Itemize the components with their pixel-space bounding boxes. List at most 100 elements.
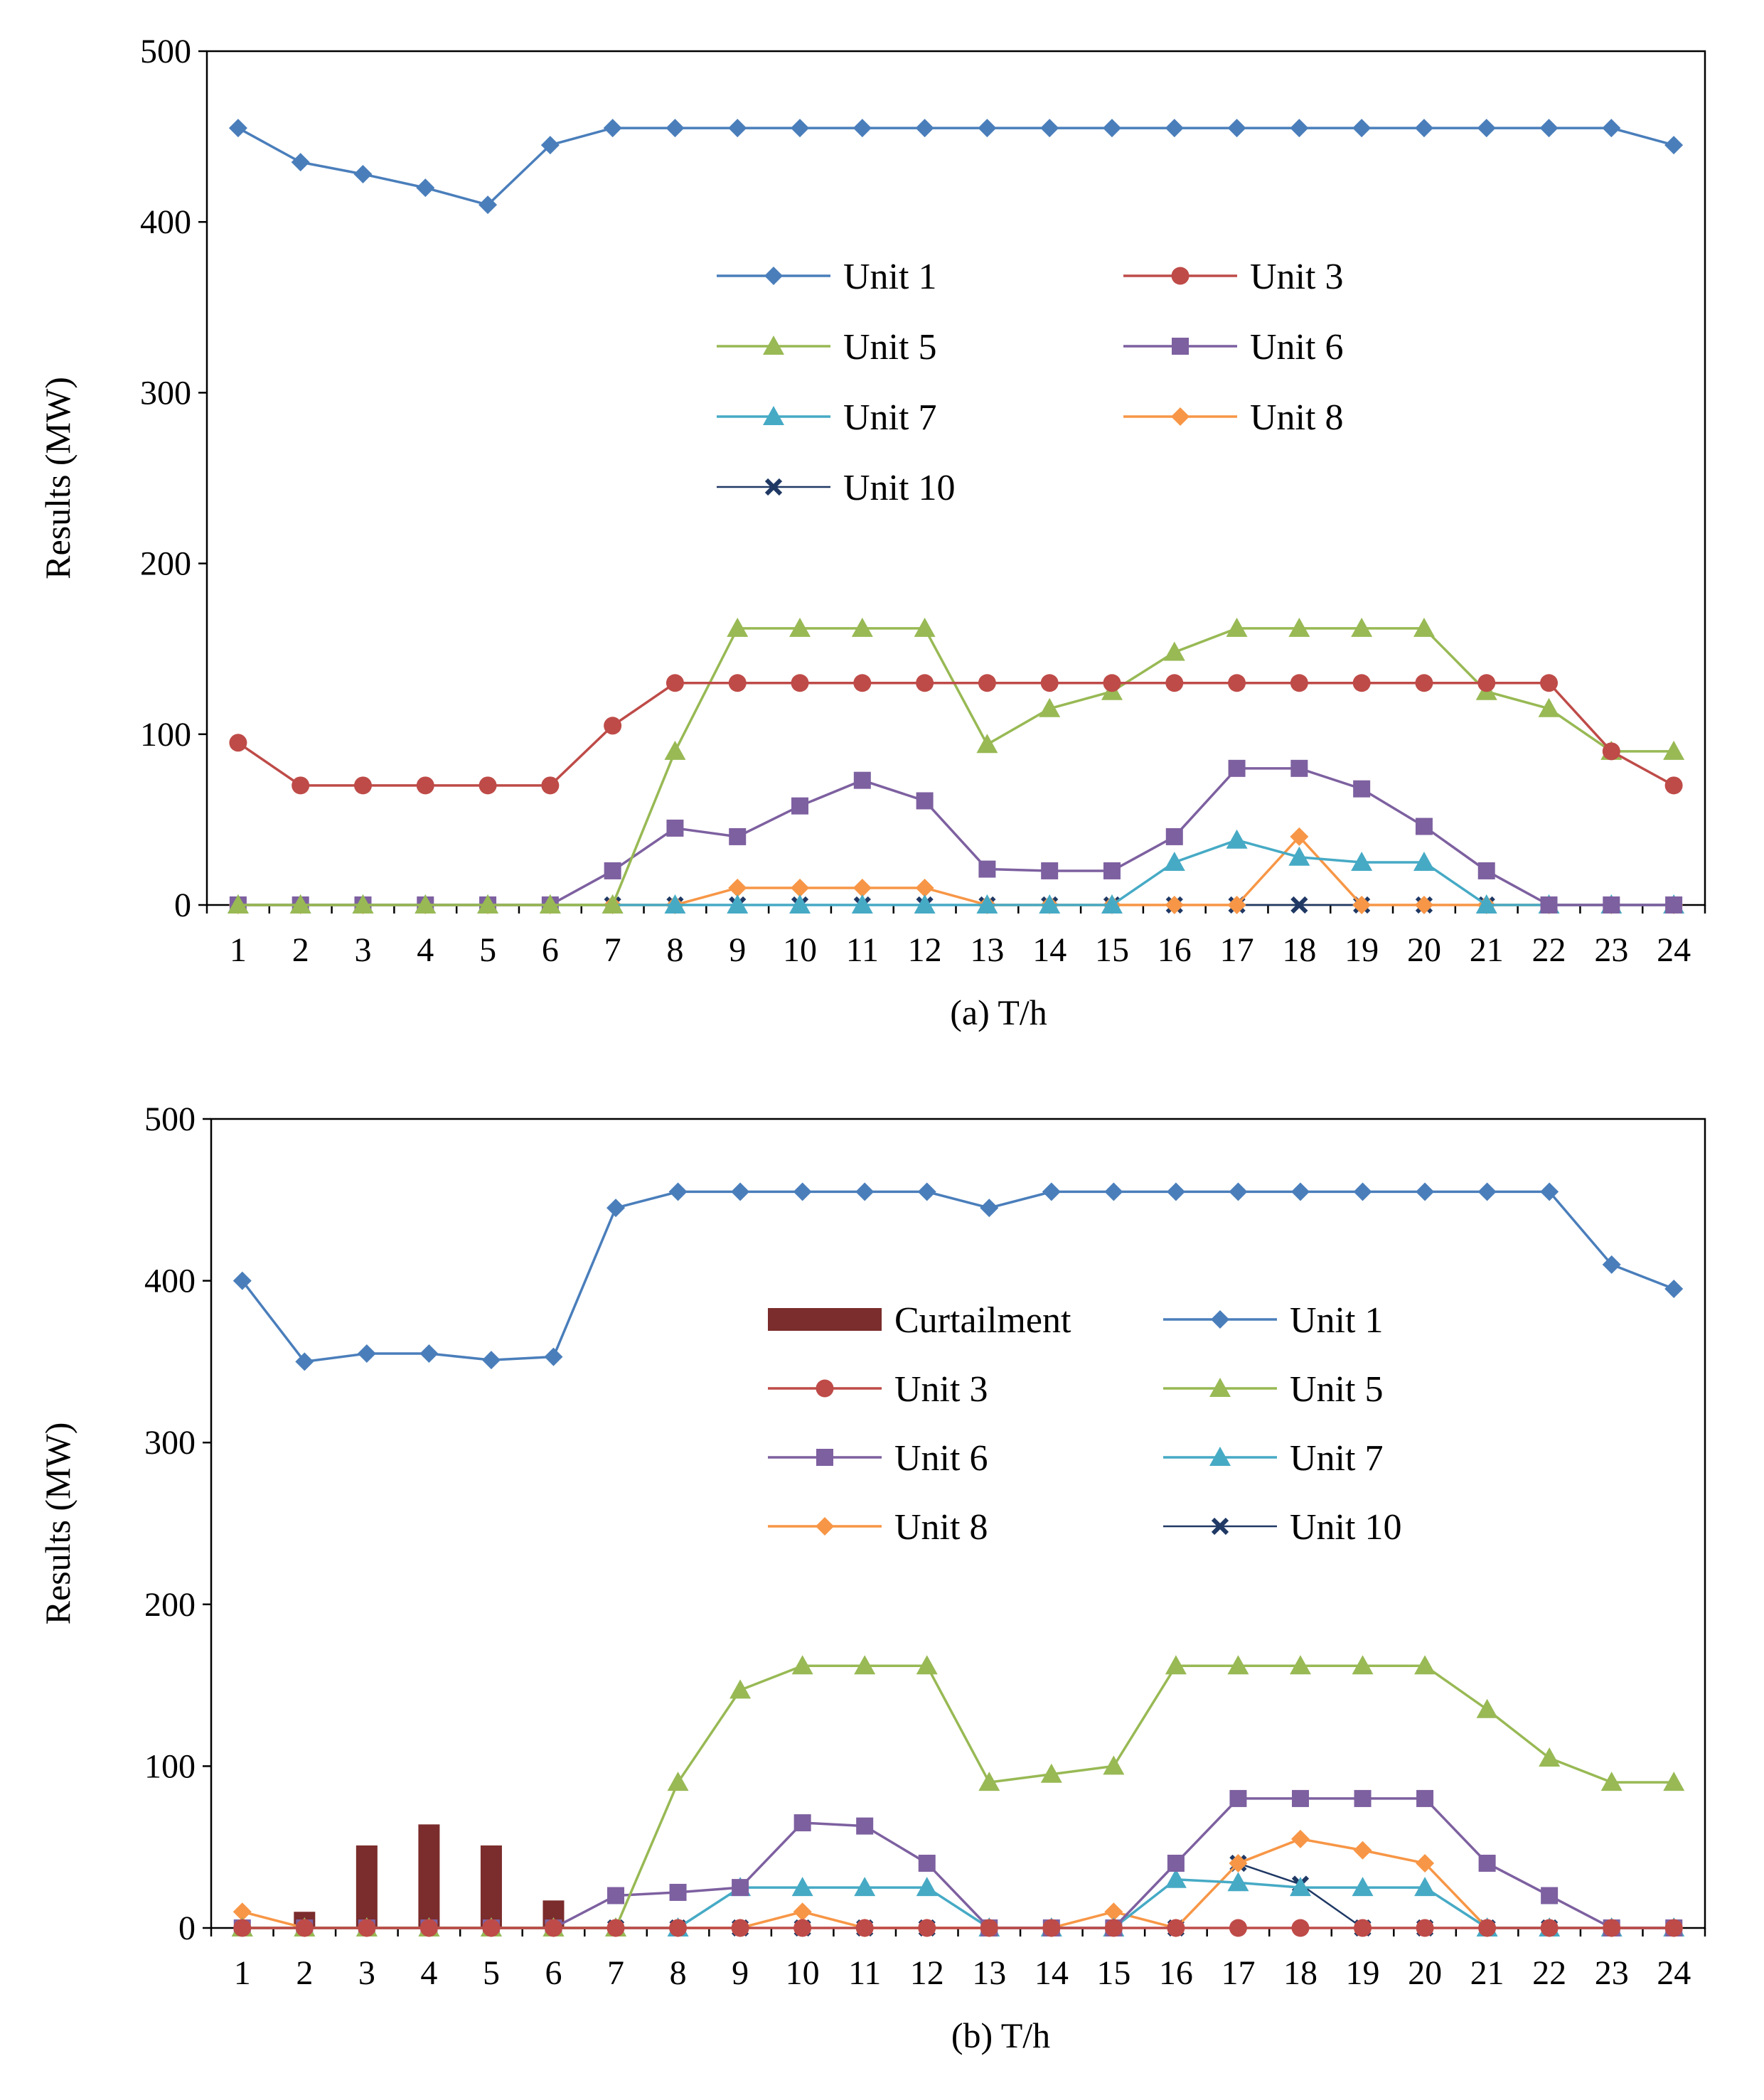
- point-unit-6: [918, 1854, 936, 1872]
- legend-item-unit-1: Unit 1: [1163, 1300, 1383, 1341]
- point-unit-5: [1600, 1772, 1623, 1791]
- point-unit-3: [1104, 1919, 1123, 1937]
- point-unit-3: [1664, 776, 1683, 795]
- chart-caption: (b) T/h: [951, 2015, 1050, 2055]
- point-unit-3: [731, 1919, 749, 1937]
- point-unit-6: [1665, 896, 1683, 914]
- x-tick-label: 3: [358, 1954, 375, 1992]
- point-unit-5: [1288, 617, 1310, 637]
- bar-curtailment: [356, 1845, 378, 1928]
- point-unit-7: [1101, 894, 1123, 914]
- point-unit-6: [978, 860, 996, 878]
- legend-item-unit-10: Unit 10: [717, 468, 955, 508]
- point-unit-1: [1664, 1279, 1684, 1298]
- point-unit-1: [665, 119, 685, 138]
- point-unit-5: [789, 617, 811, 637]
- point-unit-3: [358, 1919, 376, 1937]
- point-unit-1: [353, 164, 373, 183]
- x-tick-label: 4: [417, 931, 434, 969]
- point-unit-5: [851, 617, 873, 637]
- x-tick-label: 14: [1032, 931, 1067, 969]
- point-unit-3: [1167, 1919, 1185, 1937]
- x-tick-label: 6: [542, 931, 559, 969]
- x-tick-label: 4: [420, 1954, 437, 1992]
- point-unit-1: [1042, 1182, 1061, 1201]
- legend-label: Unit 7: [843, 397, 936, 438]
- point-unit-1: [915, 119, 934, 138]
- point-unit-1: [1227, 119, 1246, 138]
- bar-curtailment: [480, 1845, 502, 1928]
- legend-label: Unit 10: [843, 468, 955, 508]
- point-unit-7: [727, 894, 749, 914]
- point-unit-8: [1352, 896, 1372, 914]
- legend-label: Unit 8: [1250, 397, 1343, 438]
- x-tick-label: 8: [666, 931, 683, 969]
- series-unit-8: [232, 1829, 1684, 1937]
- x-tick-label: 17: [1220, 931, 1254, 969]
- point-unit-5: [1165, 1655, 1187, 1675]
- point-unit-1: [1290, 1182, 1310, 1201]
- point-unit-3: [853, 674, 872, 692]
- series-curtailment: [294, 1824, 565, 1928]
- point-unit-1: [540, 136, 560, 155]
- point-unit-8: [1227, 896, 1246, 914]
- legend-marker: [816, 1449, 833, 1466]
- point-unit-5: [1103, 1755, 1125, 1775]
- x-tick-label: 17: [1221, 1954, 1255, 1992]
- x-tick-label: 11: [846, 931, 879, 969]
- point-unit-5: [1351, 617, 1373, 637]
- x-tick-label: 22: [1532, 1954, 1566, 1992]
- point-unit-6: [1228, 759, 1246, 777]
- point-unit-3: [1165, 674, 1184, 692]
- point-unit-1: [1229, 1182, 1248, 1201]
- x-tick-label: 3: [354, 931, 371, 969]
- y-tick-label: 400: [140, 203, 191, 241]
- line-unit-7: [242, 1877, 1674, 1929]
- point-unit-7: [851, 894, 873, 914]
- point-unit-8: [1165, 896, 1184, 914]
- point-unit-3: [604, 717, 622, 735]
- point-unit-8: [852, 878, 872, 897]
- point-unit-7: [1163, 851, 1185, 871]
- legend-marker: [1171, 267, 1190, 285]
- point-unit-8: [793, 1902, 812, 1922]
- point-unit-5: [602, 894, 624, 914]
- legend-label: Unit 1: [1290, 1300, 1383, 1341]
- y-tick-label: 100: [140, 716, 191, 754]
- point-unit-5: [1163, 641, 1185, 661]
- point-unit-1: [917, 1182, 936, 1201]
- legend-item-unit-3: Unit 3: [768, 1369, 988, 1410]
- legend-marker: [816, 1379, 834, 1398]
- point-unit-5: [1539, 1747, 1561, 1767]
- point-unit-5: [1289, 1655, 1311, 1675]
- legend-item-unit-3: Unit 3: [1123, 257, 1343, 297]
- y-tick-label: 200: [144, 1586, 196, 1624]
- point-unit-3: [1602, 742, 1620, 761]
- x-tick-label: 9: [732, 1954, 749, 1992]
- legend-label: Unit 8: [894, 1507, 988, 1548]
- legend-marker: [1172, 338, 1189, 355]
- x-tick-label: 13: [972, 1954, 1006, 1992]
- point-unit-3: [918, 1919, 936, 1937]
- y-tick-label: 0: [178, 1909, 196, 1947]
- legend: Unit 1 Unit 3 Unit 5 Unit 6 Unit 7 Unit 8 Unit…: [717, 257, 1343, 508]
- x-tick-label: 21: [1470, 931, 1504, 969]
- point-unit-1: [1664, 136, 1684, 155]
- point-unit-5: [1227, 1655, 1249, 1675]
- x-tick-label: 7: [604, 931, 621, 969]
- point-unit-6: [1229, 1789, 1247, 1807]
- line-unit-1: [237, 127, 1674, 207]
- point-unit-1: [731, 1182, 750, 1201]
- x-tick-label: 1: [230, 931, 247, 969]
- legend-item-unit-5: Unit 5: [1163, 1369, 1383, 1410]
- series-unit-7: [231, 1868, 1685, 1936]
- x-tick-label: 10: [786, 1954, 820, 1992]
- point-unit-1: [1290, 119, 1309, 138]
- point-unit-3: [292, 776, 310, 795]
- point-unit-5: [976, 734, 998, 754]
- series-unit-8: [228, 827, 1684, 914]
- legend-label: Curtailment: [894, 1300, 1071, 1341]
- point-unit-3: [1415, 674, 1433, 692]
- x-tick-label: 15: [1096, 1954, 1130, 1992]
